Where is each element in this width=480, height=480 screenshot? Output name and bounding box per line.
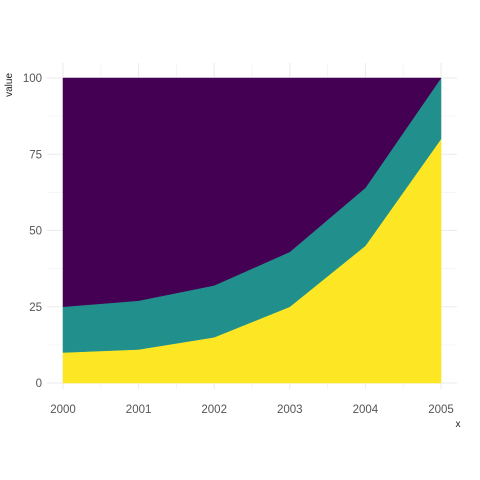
x-axis-title: x	[456, 419, 461, 430]
y-tick-label: 25	[29, 302, 42, 314]
x-tick-label: 2005	[428, 404, 454, 416]
y-tick-label: 0	[36, 378, 42, 390]
x-tick-label: 2003	[277, 404, 303, 416]
y-axis-title: value	[4, 73, 15, 97]
x-tick-label: 2004	[353, 404, 379, 416]
x-axis-ticks: 2000 2001 2002 2003 2004 2005	[50, 404, 454, 416]
y-axis-ticks: 0 25 50 75 100	[23, 73, 42, 390]
y-tick-label: 75	[29, 149, 42, 161]
x-tick-label: 2000	[50, 404, 76, 416]
y-tick-label: 100	[23, 73, 42, 85]
x-tick-label: 2001	[126, 404, 152, 416]
x-tick-label: 2002	[201, 404, 227, 416]
areas	[63, 78, 441, 383]
y-tick-label: 50	[29, 226, 42, 238]
